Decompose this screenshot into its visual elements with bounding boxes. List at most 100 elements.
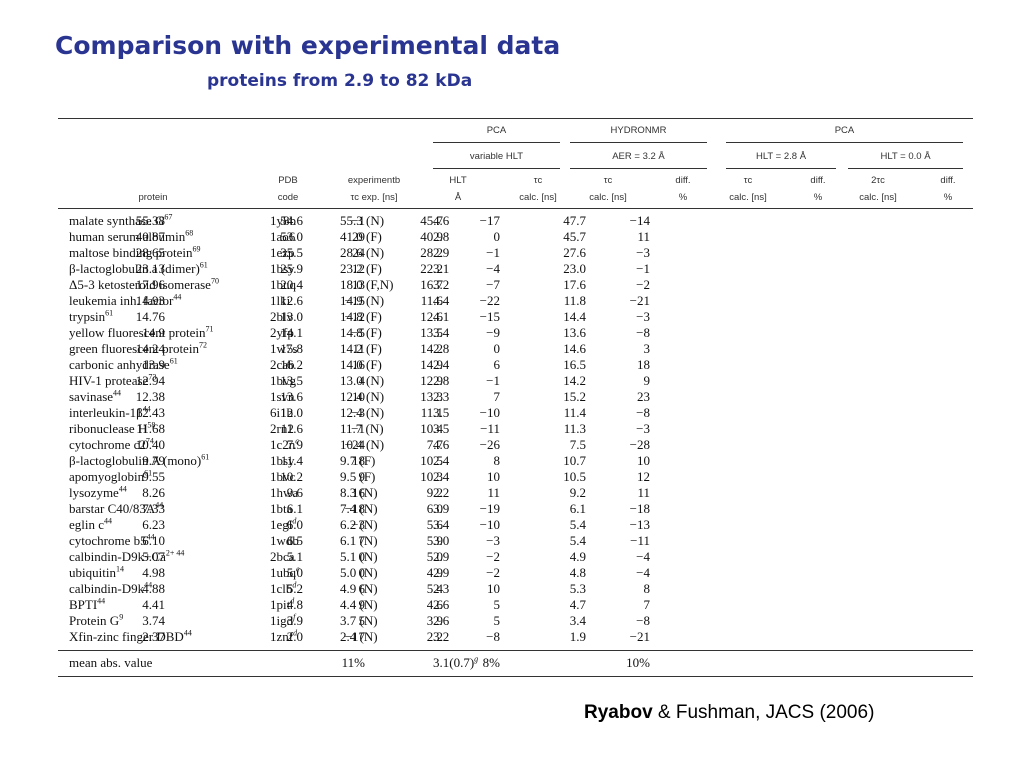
pdb-code-text: 1wdb [270, 533, 299, 548]
protein-name: interleukin-1β44 [69, 405, 151, 421]
experimental-tc: 5.0 (N) [340, 565, 378, 580]
subheader-hlt-2-8: HLT = 2.8 Å [755, 151, 807, 162]
diff-hlt-2-8: −15 [479, 309, 500, 324]
table-top-rule [58, 118, 973, 119]
tc-hlt-0-0: 9.2 [569, 485, 586, 500]
tc-pca: 6.23 [142, 517, 165, 532]
col-header-diff-hydro-1: diff. [675, 175, 691, 186]
table-row: ubiquitin14 1ubqe 5.0 (N) 2.9 4.98 5.0 0 4.9 −2 4… [58, 565, 973, 581]
diff-hlt-2-8: 7 [493, 389, 501, 404]
protein-name-text: yellow fluorescent protein [69, 325, 206, 340]
tc-pca: 9.55 [142, 469, 165, 484]
table-row: calbindin-D9k+Ca2+ 44 2bca 5.1 (N) 2.9 5.07 5… [58, 549, 973, 565]
protein-reference: 61 [199, 260, 208, 270]
diff-hydronmr: −1 [351, 213, 365, 228]
pdb-code-text: 1ubq [270, 565, 296, 580]
pdb-code-text: 2cab [270, 357, 295, 372]
protein-name: green fluorescent protein72 [69, 341, 207, 357]
table-row: β-lactoglobulin A (mono)61 1bsy 9.7 (F) 2.4… [58, 453, 973, 469]
tc-hlt-2-8: 4.9 [426, 565, 443, 580]
tc-hydronmr: 54.6 [280, 213, 303, 228]
protein-reference: 61 [105, 308, 114, 318]
diff-hlt-2-8: −1 [486, 373, 500, 388]
protein-reference: 44 [183, 628, 192, 638]
protein-name: leukemia inh. factor44 [69, 293, 181, 309]
aer-rule [570, 168, 707, 169]
group-header-pca: PCA [486, 125, 507, 136]
diff-hydronmr: −24 [344, 437, 365, 452]
diff-hlt-2-8: −8 [486, 629, 500, 644]
experimental-tc: 6.1 (N) [340, 533, 378, 548]
diff-hlt-2-8: −9 [486, 325, 500, 340]
diff-hydronmr: 18 [352, 453, 365, 468]
protein-name-text: green fluorescent protein [69, 341, 199, 356]
pdb-code: 1clbd [270, 581, 296, 597]
tc-hydronmr: 5.0 [286, 565, 303, 580]
hlt-value: 3.2 [433, 277, 450, 292]
protein-name-text: HIV-1 protease [69, 373, 149, 388]
col-header-pdb-1: PDB [278, 175, 298, 186]
diff-hlt-0-0: −3 [636, 309, 650, 324]
pdb-code: 1lki [270, 293, 290, 309]
pdb-code: 1y8b [270, 213, 296, 229]
subheader-hlt-0-0: HLT = 0.0 Å [880, 151, 931, 162]
hydronmr-rule [570, 142, 707, 143]
diff-hlt-0-0: −4 [636, 565, 650, 580]
tc-hlt-0-0: 13.6 [563, 325, 586, 340]
protein-name: calbindin-D9k44 [69, 581, 152, 597]
pdb-code-text: 1ezp [270, 245, 295, 260]
tc-hydronmr: 3.9 [286, 613, 303, 628]
experimental-tc: 14.8 (F) [340, 325, 382, 340]
protein-name-text: lysozyme [69, 485, 119, 500]
experimental-tc: 7.4 (N) [340, 501, 378, 516]
hlt-value: 2.8 [433, 229, 450, 244]
diff-hlt-0-0: −4 [636, 549, 650, 564]
tc-pca: 14.9 [142, 325, 165, 340]
slide-subtitle: proteins from 2.9 to 82 kDa [207, 71, 473, 91]
hlt-value: 3.0 [433, 533, 450, 548]
pdb-code-text: 1igd [270, 613, 294, 628]
table-row: green fluorescent protein72 1w7s 14.2 (F) 2… [58, 341, 973, 357]
diff-hydronmr: 16 [352, 357, 365, 372]
diff-hlt-0-0: 7 [643, 597, 651, 612]
tc-hlt-2-8: 45.7 [420, 213, 443, 228]
protein-name-text: calbindin-D9k+Ca [69, 549, 166, 564]
col-header-pdb-2: code [277, 192, 299, 203]
tc-hydronmr: 53.0 [280, 229, 303, 244]
diff-hydronmr: 7 [358, 533, 366, 548]
tc-hlt-2-8: 10.4 [420, 421, 443, 436]
diff-hlt-2-8: −10 [479, 517, 500, 532]
diff-hydronmr: −3 [351, 517, 365, 532]
tc-hlt-2-8: 14.9 [420, 357, 443, 372]
diff-hydronmr: −3 [351, 405, 365, 420]
col-header-tc-pca-1: τc [533, 175, 543, 186]
col-header-hlt-2: Å [454, 192, 462, 203]
pdb-code: 1buq [270, 277, 296, 293]
tc-hlt-2-8: 5.4 [426, 581, 443, 596]
subheader-aer: AER = 3.2 Å [612, 151, 665, 162]
diff-hydronmr: 13 [352, 277, 365, 292]
diff-hlt-2-8: 10 [487, 469, 500, 484]
protein-name-text: carbonic anhydrase [69, 357, 170, 372]
tc-hlt-2-8: 9.2 [426, 485, 443, 500]
hlt00-rule [848, 168, 963, 169]
tc-hlt-0-0: 14.4 [563, 309, 586, 324]
pdb-footnote: d [292, 580, 297, 590]
tc-pca: 23.13 [135, 261, 165, 276]
protein-name: human serum albumin68 [69, 229, 193, 245]
col-header-experiment-1: experimentb [347, 175, 401, 186]
tc-hydronmr: 6.0 [286, 517, 303, 532]
protein-name: lysozyme44 [69, 485, 127, 501]
diff-hydronmr: −17 [344, 629, 365, 644]
diff-hlt-2-8: 8 [493, 453, 501, 468]
pdb-code: 2bca [270, 549, 295, 565]
diff-hlt-0-0: −8 [636, 325, 650, 340]
mean-hlt-footnote: g [474, 654, 479, 664]
diff-hlt-2-8: −2 [486, 565, 500, 580]
tc-hydronmr: 11.4 [280, 453, 303, 468]
tc-pca: 14.24 [135, 341, 165, 356]
pdb-code-text: 1egl [270, 517, 293, 532]
tc-hlt-2-8: 40.9 [420, 229, 443, 244]
diff-hydronmr: −18 [344, 501, 365, 516]
col-header-tc-pca-2: calc. [ns] [519, 192, 557, 203]
